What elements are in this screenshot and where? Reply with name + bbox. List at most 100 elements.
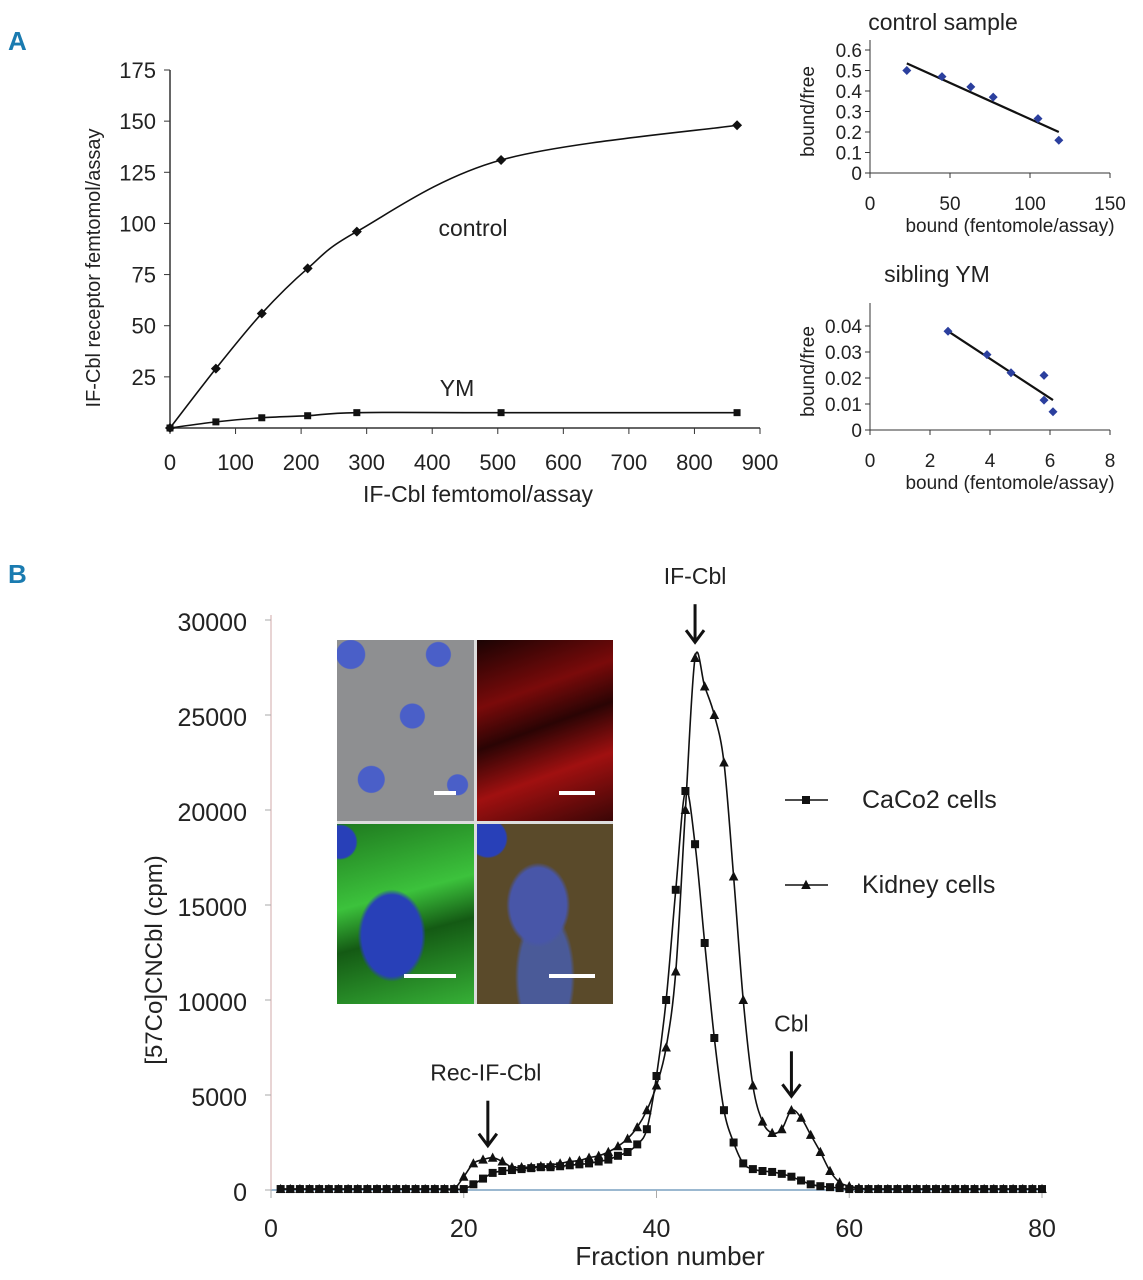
- data-point-triangle: [613, 1141, 623, 1151]
- series-line-ym: [169, 411, 738, 429]
- data-point-square: [806, 1180, 815, 1189]
- arrow-head-icon: [781, 1083, 802, 1099]
- x-tick-label: 2: [925, 451, 936, 472]
- data-point-triangle: [680, 804, 691, 814]
- data-point-square: [671, 885, 680, 894]
- data-point-square: [498, 1167, 507, 1175]
- fit-line: [906, 62, 1060, 134]
- x-tick-label: 800: [676, 450, 713, 475]
- x-tick-label: 50: [939, 194, 960, 215]
- data-point-square: [739, 1159, 748, 1168]
- data-point-square: [258, 414, 266, 422]
- data-point-square: [700, 939, 709, 947]
- data-point-triangle: [757, 1116, 768, 1126]
- y-tick-label: 50: [132, 314, 156, 339]
- y-tick-label: 0.4: [836, 82, 863, 103]
- micrograph-red: [476, 640, 613, 821]
- y-tick-label: 0.04: [825, 317, 862, 338]
- data-point-diamond: [943, 326, 953, 336]
- data-point-diamond: [937, 72, 947, 82]
- data-point-triangle: [372, 1183, 382, 1194]
- data-point-square: [212, 418, 220, 426]
- data-point-triangle: [622, 1133, 633, 1143]
- data-point-square: [623, 1148, 632, 1156]
- data-point-diamond: [302, 263, 313, 274]
- data-point-square: [802, 796, 810, 804]
- data-point-square: [748, 1165, 757, 1174]
- data-point-square: [488, 1168, 497, 1177]
- y-tick-label: 0.5: [836, 62, 862, 83]
- data-point-triangle: [854, 1182, 864, 1193]
- data-point-triangle: [786, 1105, 797, 1115]
- x-axis-label: bound (fentomole/assay): [905, 216, 1114, 237]
- x-tick-label: 400: [414, 450, 451, 475]
- data-point-triangle: [574, 1155, 585, 1165]
- series-line-control: [169, 124, 738, 429]
- y-tick-label: 0: [851, 421, 862, 442]
- data-point-diamond: [1039, 370, 1049, 380]
- data-point-square: [353, 409, 361, 417]
- data-point-triangle: [295, 1183, 305, 1194]
- legend-label: Kidney cells: [862, 871, 995, 899]
- data-point-triangle: [873, 1183, 883, 1194]
- data-point-triangle: [767, 1127, 777, 1137]
- series-line-1: [280, 651, 1042, 1191]
- data-point-triangle: [719, 757, 729, 767]
- data-point-triangle: [661, 1042, 671, 1052]
- data-point-triangle: [1008, 1183, 1018, 1194]
- data-point-triangle: [902, 1183, 912, 1194]
- data-point-triangle: [487, 1152, 498, 1162]
- data-point-triangle: [468, 1158, 479, 1168]
- data-point-triangle: [593, 1150, 604, 1160]
- data-point-triangle: [1027, 1183, 1038, 1194]
- data-point-square: [166, 424, 174, 432]
- data-point-triangle: [805, 1129, 816, 1139]
- data-point-triangle: [699, 681, 710, 691]
- arrow-head-icon: [477, 1132, 499, 1149]
- data-point-triangle: [343, 1183, 353, 1194]
- y-tick-label: 0: [851, 164, 862, 185]
- data-point-triangle: [507, 1162, 517, 1172]
- data-point-triangle: [738, 994, 749, 1004]
- y-tick-label: 75: [132, 263, 156, 288]
- data-point-triangle: [391, 1183, 402, 1194]
- y-axis-label: [57Co]CNCbl (cpm): [141, 855, 168, 1064]
- data-point-square: [652, 1072, 661, 1080]
- data-point-triangle: [892, 1183, 903, 1194]
- data-point-square: [719, 1106, 728, 1115]
- data-point-square: [797, 1176, 806, 1185]
- y-tick-label: 125: [119, 160, 156, 185]
- data-point-square: [777, 1169, 786, 1178]
- x-tick-label: 0: [865, 451, 876, 472]
- x-axis-label: bound (fentomole/assay): [905, 473, 1114, 494]
- data-point-triangle: [536, 1161, 546, 1171]
- micrograph-brightfield: [337, 640, 474, 821]
- x-tick-label: 80: [1028, 1215, 1056, 1243]
- chart-title: sibling YM: [884, 261, 990, 287]
- fit-line: [947, 330, 1054, 402]
- y-axis-label: bound/free: [798, 66, 819, 157]
- x-tick-label: 0: [164, 450, 176, 475]
- data-point-triangle: [324, 1183, 334, 1194]
- micrograph-green: [337, 823, 474, 1004]
- fraction-profile-chart: 0 20 40 60 80 0 5000 10000 15000 20000 25000 30000 F…: [141, 563, 1056, 1271]
- data-point-triangle: [844, 1181, 855, 1191]
- x-tick-label: 4: [985, 451, 996, 472]
- data-point-triangle: [969, 1183, 980, 1194]
- data-point-diamond: [902, 66, 912, 75]
- data-point-triangle: [362, 1183, 373, 1194]
- y-tick-label: 0.2: [836, 123, 862, 144]
- data-point-triangle: [989, 1183, 999, 1194]
- data-point-square: [758, 1167, 767, 1175]
- sibling-scatchard-chart: sibling YM 0 2 4 6 8 0 0.01 0.02 0.03 0.04 bound (f…: [798, 261, 1115, 494]
- data-point-square: [710, 1034, 719, 1042]
- series-label-control: control: [438, 215, 507, 241]
- data-point-triangle: [728, 871, 739, 881]
- data-point-triangle: [478, 1154, 488, 1164]
- data-point-diamond: [496, 155, 507, 166]
- data-point-diamond: [732, 120, 743, 131]
- data-point-triangle: [1017, 1183, 1028, 1194]
- data-point-square: [816, 1182, 825, 1191]
- data-point-diamond: [256, 308, 267, 319]
